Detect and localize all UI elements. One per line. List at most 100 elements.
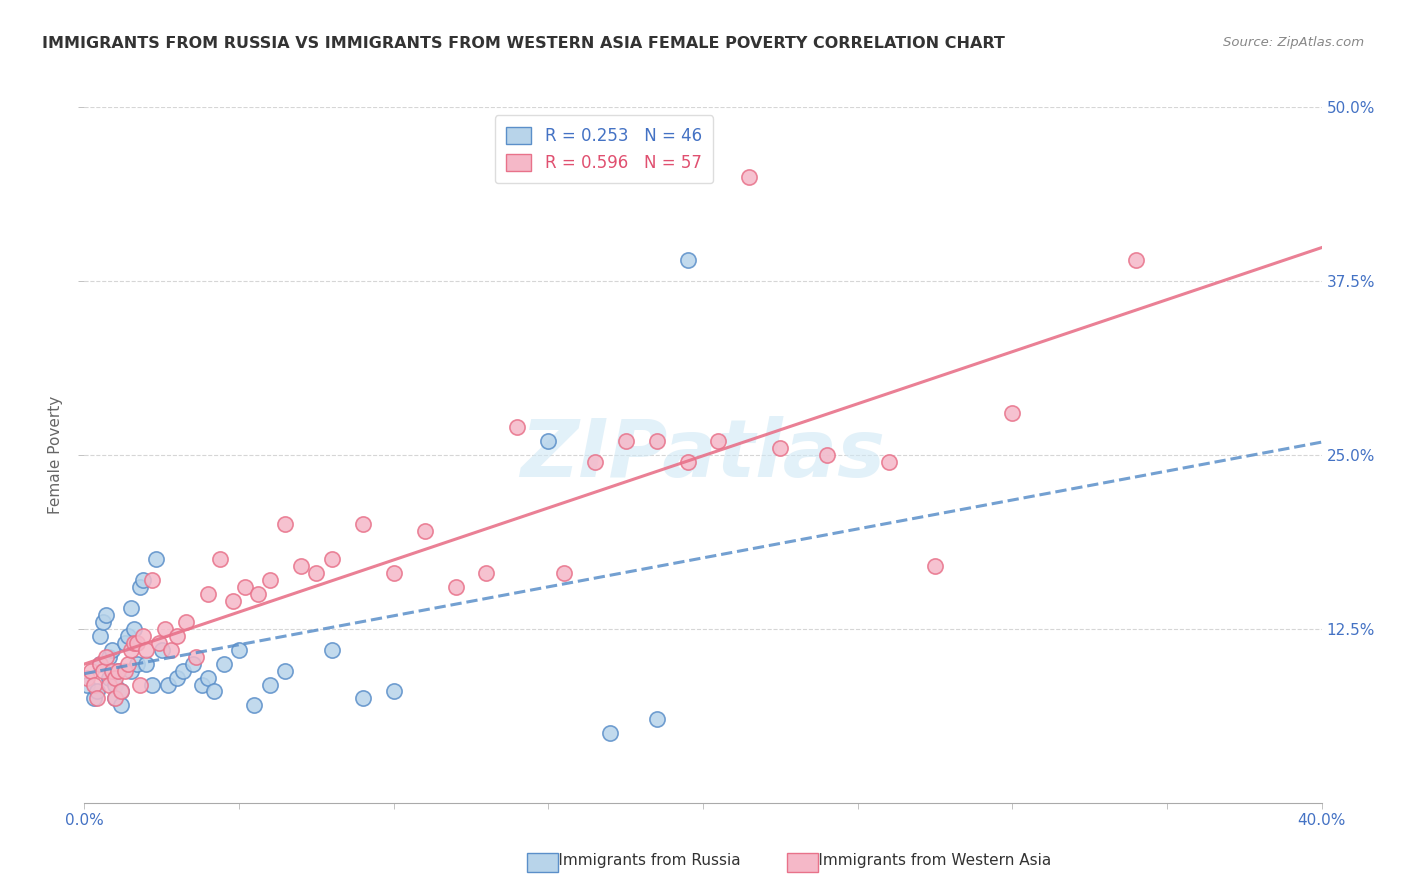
Point [86, 691, 108, 706]
Point [107, 664, 129, 678]
Point [91, 664, 114, 678]
Point [117, 657, 139, 671]
Point [129, 677, 152, 691]
Point [222, 594, 245, 608]
Point [107, 664, 129, 678]
Point [475, 566, 498, 581]
Point [117, 629, 139, 643]
Point [274, 517, 297, 532]
Point [94, 607, 117, 622]
Point [924, 559, 946, 574]
Point [110, 698, 132, 713]
Point [104, 691, 127, 706]
Point [676, 253, 699, 268]
Point [76, 671, 98, 685]
Point [98, 677, 121, 691]
Y-axis label: Female Poverty: Female Poverty [48, 396, 63, 514]
Point [98, 649, 121, 664]
Point [209, 552, 232, 566]
Point [132, 629, 155, 643]
Point [76, 677, 98, 691]
Point [176, 615, 198, 629]
Point [94, 649, 117, 664]
Point [583, 455, 606, 469]
Point [156, 677, 179, 691]
Point [135, 642, 157, 657]
Point [145, 552, 167, 566]
Point [352, 517, 374, 532]
Point [645, 712, 668, 726]
Point [413, 524, 436, 539]
Point [382, 684, 405, 698]
Point [166, 671, 188, 685]
Point [125, 636, 148, 650]
Point [114, 636, 136, 650]
Point [259, 573, 281, 587]
Point [614, 434, 637, 448]
Point [645, 434, 668, 448]
Point [290, 559, 312, 574]
Point [184, 649, 207, 664]
Point [243, 698, 266, 713]
Point [172, 664, 194, 678]
Text: IMMIGRANTS FROM RUSSIA VS IMMIGRANTS FROM WESTERN ASIA FEMALE POVERTY CORRELATIO: IMMIGRANTS FROM RUSSIA VS IMMIGRANTS FRO… [42, 36, 1005, 51]
Point [1001, 406, 1024, 420]
Point [83, 691, 105, 706]
Point [135, 657, 157, 671]
Point [125, 657, 148, 671]
Point [707, 434, 730, 448]
Point [129, 580, 152, 594]
Point [815, 448, 838, 462]
Point [89, 657, 111, 671]
Point [202, 684, 225, 698]
Point [101, 664, 124, 678]
Point [166, 629, 188, 643]
Point [141, 573, 163, 587]
Text: Immigrants from Western Asia: Immigrants from Western Asia [794, 854, 1052, 868]
Point [86, 684, 108, 698]
Text: Source: ZipAtlas.com: Source: ZipAtlas.com [1223, 36, 1364, 49]
Point [197, 587, 219, 601]
Point [79, 664, 101, 678]
Point [148, 636, 170, 650]
Point [197, 671, 219, 685]
Point [553, 566, 575, 581]
Point [104, 677, 127, 691]
Point [104, 671, 127, 685]
Point [191, 677, 214, 691]
Point [181, 657, 204, 671]
Point [274, 664, 297, 678]
Point [122, 636, 145, 650]
Point [305, 566, 328, 581]
Point [321, 552, 343, 566]
Point [114, 664, 136, 678]
Point [89, 657, 111, 671]
Point [104, 691, 127, 706]
Point [228, 642, 250, 657]
Point [132, 573, 155, 587]
Point [101, 642, 124, 657]
Point [352, 691, 374, 706]
Point [212, 657, 235, 671]
Point [153, 622, 176, 636]
Point [110, 684, 132, 698]
Point [676, 455, 699, 469]
Point [120, 664, 142, 678]
Text: Immigrants from Russia: Immigrants from Russia [534, 854, 741, 868]
Point [259, 677, 281, 691]
Legend: R = 0.253   N = 46, R = 0.596   N = 57: R = 0.253 N = 46, R = 0.596 N = 57 [495, 115, 713, 184]
Point [160, 642, 183, 657]
Point [537, 434, 560, 448]
Point [444, 580, 467, 594]
Point [98, 671, 121, 685]
Point [506, 420, 529, 434]
Point [83, 677, 105, 691]
Point [110, 684, 132, 698]
Point [91, 615, 114, 629]
Point [89, 629, 111, 643]
Point [233, 580, 256, 594]
Point [382, 566, 405, 581]
Point [321, 642, 343, 657]
Point [769, 441, 792, 455]
Point [120, 601, 142, 615]
